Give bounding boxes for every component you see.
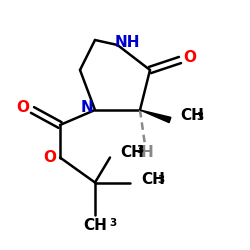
Text: O: O [184, 50, 196, 65]
Polygon shape [140, 110, 171, 122]
Text: 3: 3 [136, 145, 143, 155]
Text: 3: 3 [196, 112, 203, 122]
Text: H: H [141, 145, 154, 160]
Text: N: N [81, 100, 94, 115]
Text: CH: CH [83, 218, 107, 232]
Text: O: O [16, 100, 29, 115]
Text: CH: CH [180, 108, 204, 122]
Text: O: O [44, 150, 57, 165]
Text: CH: CH [141, 172, 165, 188]
Text: 3: 3 [158, 175, 165, 185]
Text: CH: CH [120, 145, 144, 160]
Text: NH: NH [115, 35, 140, 50]
Text: 3: 3 [109, 218, 116, 228]
